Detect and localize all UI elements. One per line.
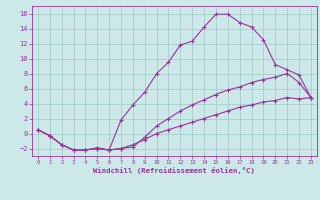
X-axis label: Windchill (Refroidissement éolien,°C): Windchill (Refroidissement éolien,°C) — [93, 167, 255, 174]
